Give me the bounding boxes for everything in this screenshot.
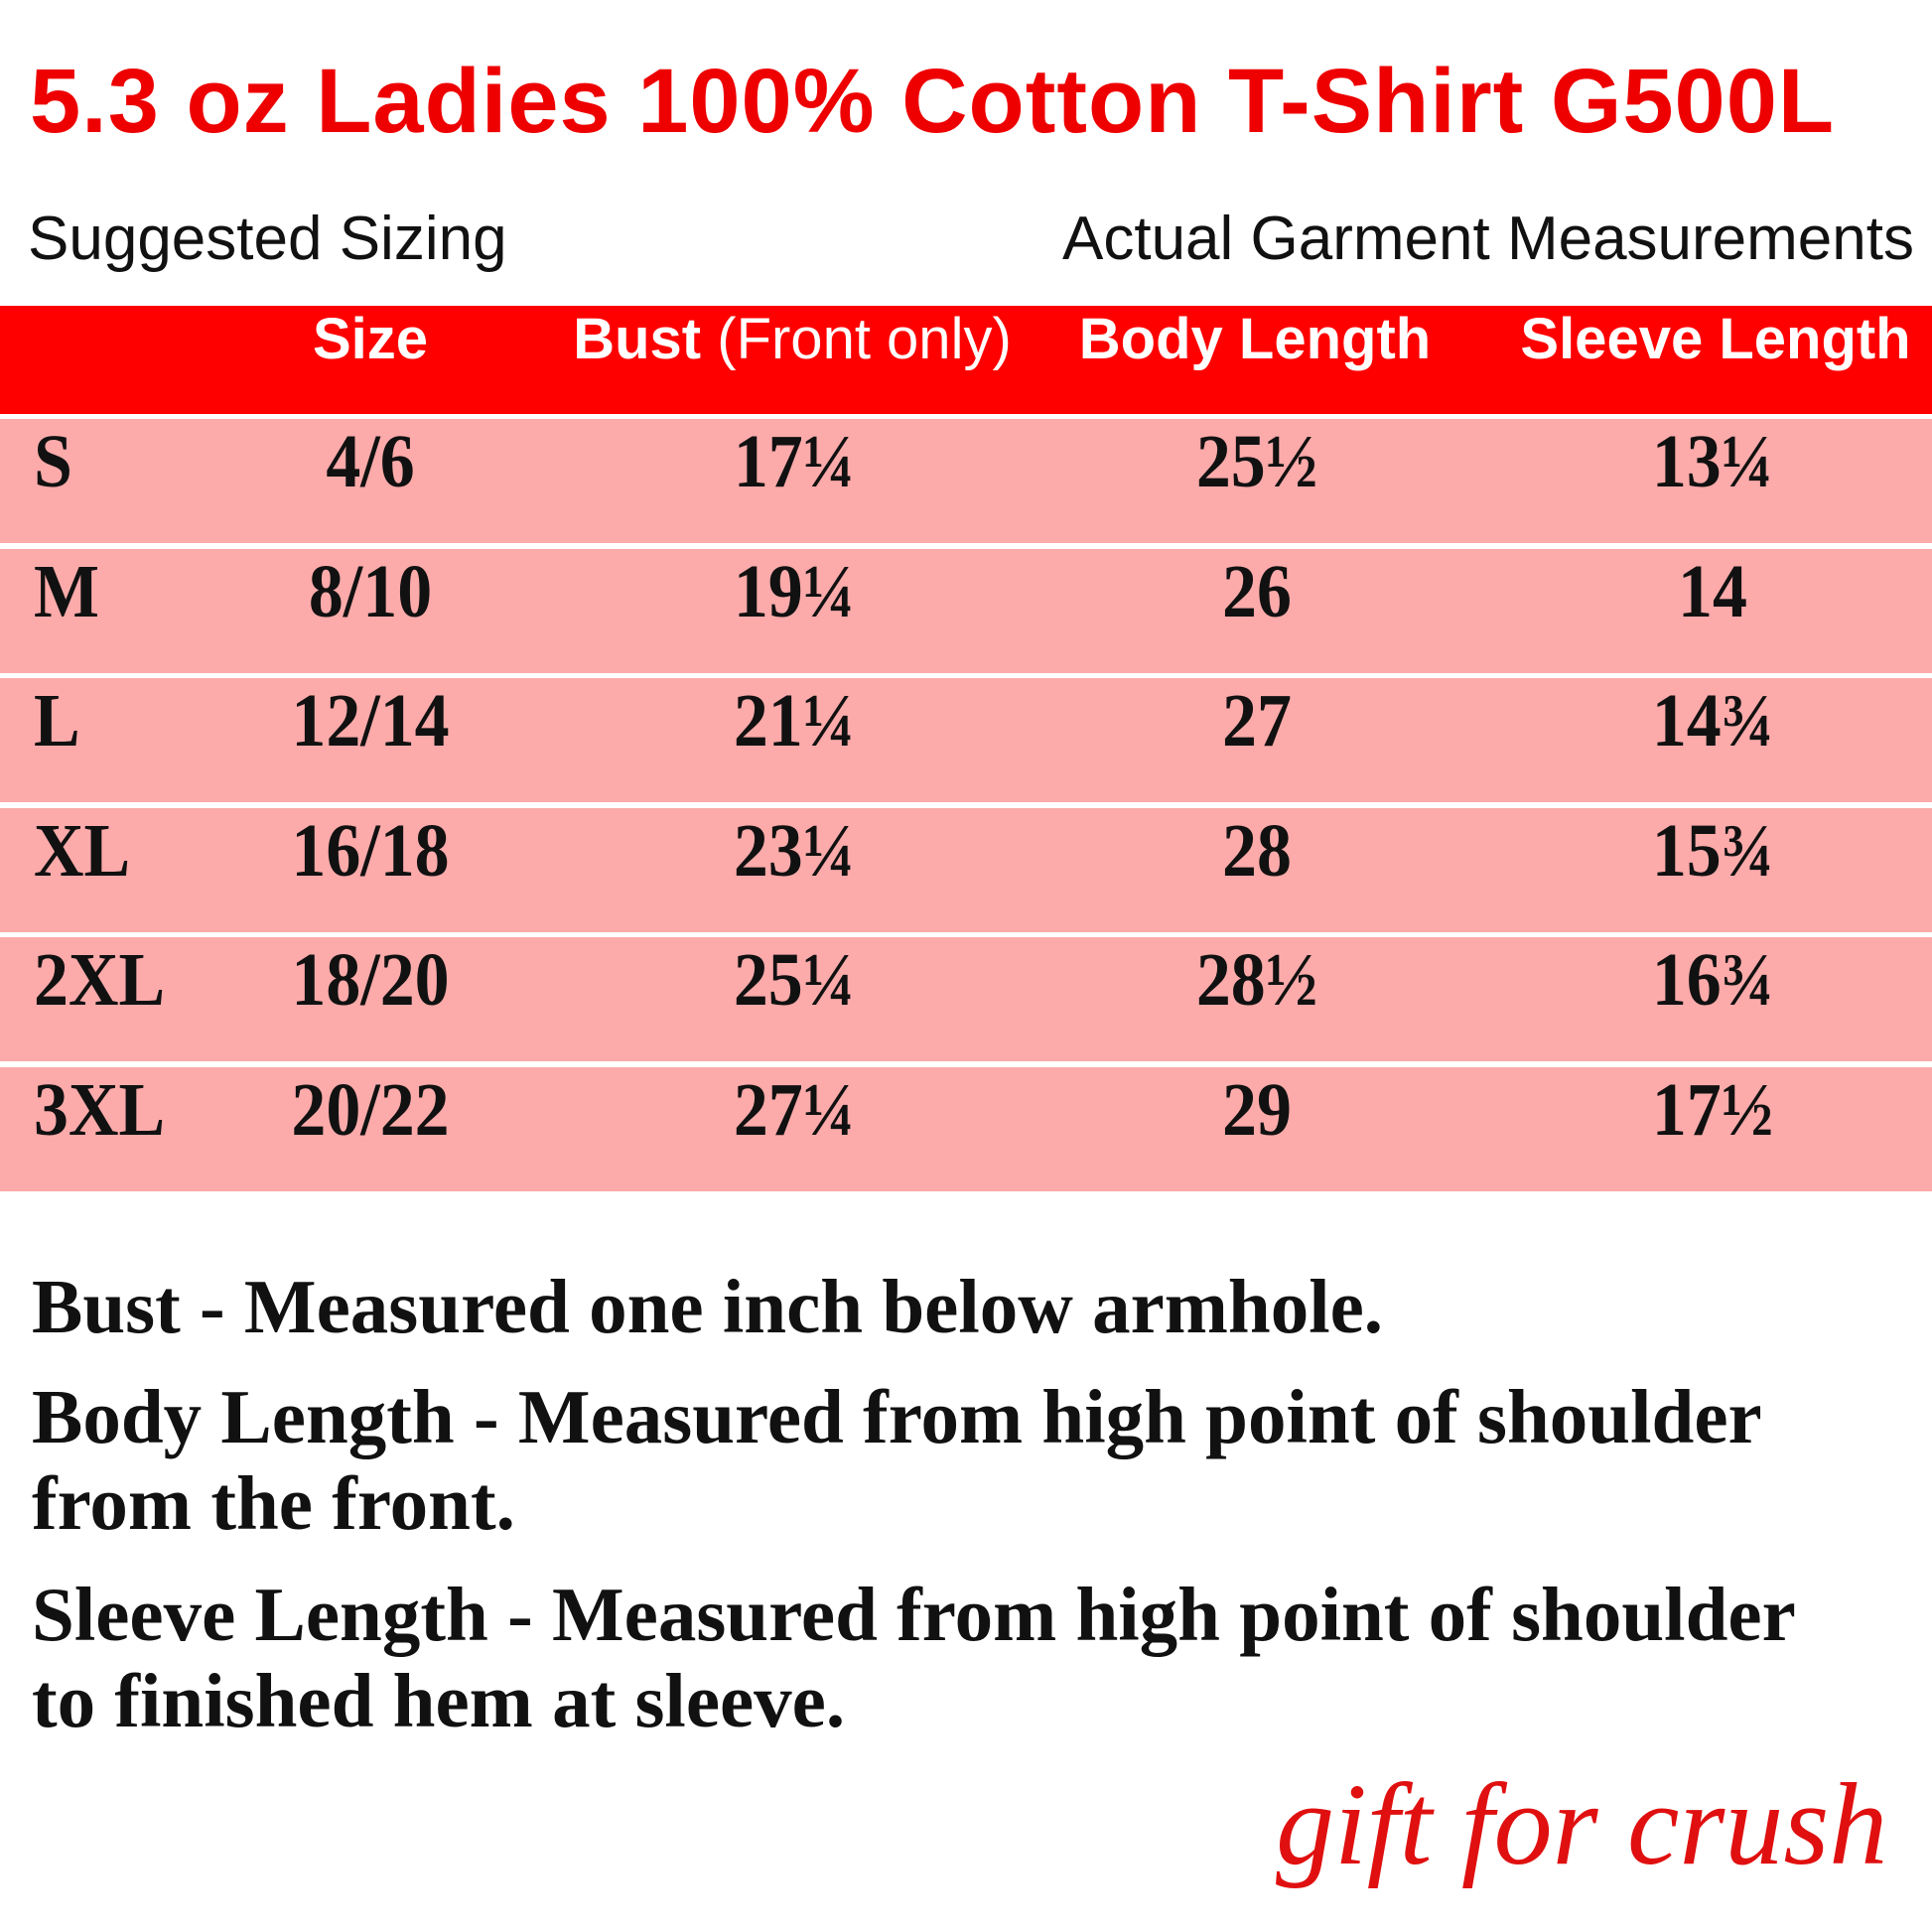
table-row: XL 16/18 23¼ 28 15¾ — [0, 807, 1932, 932]
table-header: Size Bust (Front only) Body Length Sleev… — [0, 306, 1932, 414]
cell-label: M — [34, 549, 99, 633]
cell-body: 29 — [1222, 1067, 1292, 1152]
table-row: S 4/6 17¼ 25½ 13¼ — [0, 419, 1932, 543]
table-row: L 12/14 21¼ 27 14¾ — [0, 678, 1932, 802]
cell-sleeve: 16¾ — [1651, 938, 1774, 1022]
cell-size: 8/10 — [308, 549, 433, 633]
cell-label: XL — [34, 808, 131, 893]
cell-size: 12/14 — [291, 679, 450, 762]
cell-size: 18/20 — [291, 938, 450, 1022]
cell-bust: 25¼ — [733, 938, 856, 1022]
table-row: 2XL 18/20 25¼ 28½ 16¾ — [0, 937, 1932, 1061]
cell-size: 20/22 — [291, 1067, 450, 1152]
note-body-length-cont: from the front. — [32, 1460, 515, 1546]
note-body-length: Body Length - Measured from high point o… — [32, 1374, 1762, 1459]
header-bust: Bust (Front only) — [573, 306, 1012, 414]
cell-size: 16/18 — [291, 808, 450, 893]
cell-bust: 21¼ — [733, 679, 856, 762]
cell-body: 28½ — [1195, 938, 1318, 1022]
cell-label: L — [34, 679, 80, 762]
cell-body: 27 — [1222, 679, 1292, 762]
header-bust-note: (Front only) — [717, 307, 1012, 371]
cell-sleeve: 17½ — [1651, 1067, 1774, 1152]
cell-label: S — [34, 420, 72, 503]
brand-logo: gift for crush — [1276, 1759, 1888, 1889]
cell-sleeve: 15¾ — [1651, 808, 1774, 893]
note-sleeve-length: Sleeve Length - Measured from high point… — [32, 1572, 1796, 1657]
cell-sleeve: 14 — [1678, 549, 1747, 633]
note-sleeve-length-cont: to finished hem at sleeve. — [32, 1658, 846, 1743]
page-title: 5.3 oz Ladies 100% Cotton T-Shirt G500L — [30, 51, 1836, 152]
cell-bust: 27¼ — [733, 1067, 856, 1152]
cell-label: 2XL — [34, 938, 166, 1022]
table-row: 3XL 20/22 27¼ 29 17½ — [0, 1066, 1932, 1191]
table-row: M 8/10 19¼ 26 14 — [0, 548, 1932, 673]
cell-body: 25½ — [1195, 420, 1318, 503]
cell-bust: 23¼ — [733, 808, 856, 893]
cell-bust: 19¼ — [733, 549, 856, 633]
header-body-length: Body Length — [1078, 307, 1432, 371]
cell-bust: 17¼ — [733, 420, 856, 503]
cell-body: 28 — [1222, 808, 1292, 893]
header-bust-label: Bust — [573, 307, 702, 371]
header-size: Size — [312, 307, 429, 371]
cell-body: 26 — [1222, 549, 1292, 633]
header-sleeve-length: Sleeve Length — [1520, 307, 1911, 371]
note-bust: Bust - Measured one inch below armhole. — [32, 1264, 1384, 1349]
cell-label: 3XL — [34, 1067, 166, 1152]
cell-size: 4/6 — [326, 420, 415, 503]
cell-sleeve: 14¾ — [1651, 679, 1774, 762]
cell-sleeve: 13¼ — [1651, 420, 1774, 503]
actual-measurements-label: Actual Garment Measurements — [1061, 205, 1914, 273]
suggested-sizing-label: Suggested Sizing — [28, 205, 507, 273]
